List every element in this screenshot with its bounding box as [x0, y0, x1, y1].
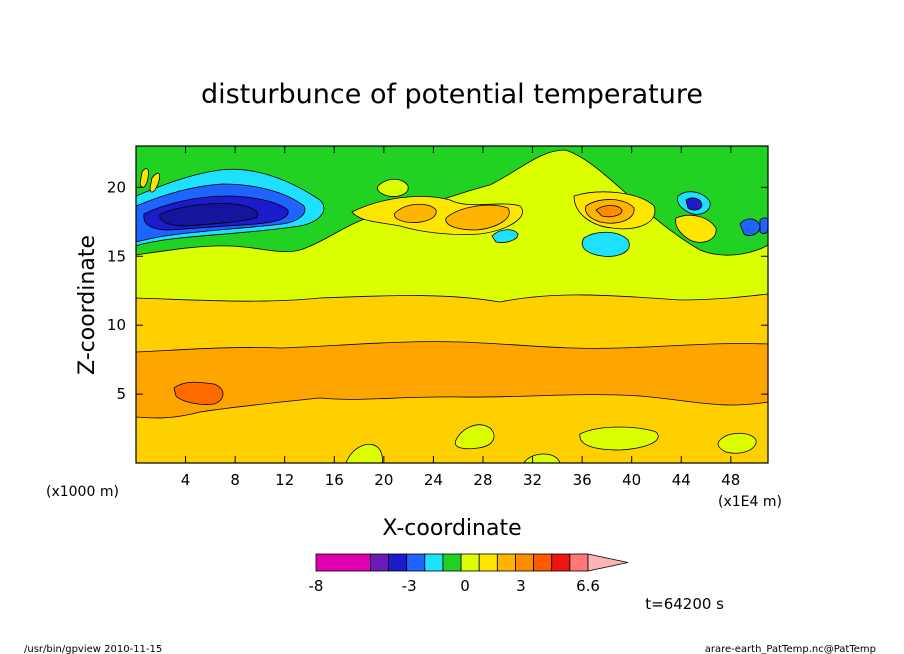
plot-area [136, 146, 768, 463]
colorbar-box [460, 553, 480, 572]
x-tick-label: 12 [275, 471, 294, 489]
colorbar-label: 3 [516, 577, 526, 595]
x-tick-label: 8 [230, 471, 240, 489]
x-tick-label: 28 [473, 471, 492, 489]
contour-streak-left-2 [149, 172, 160, 193]
contour-region-orange [136, 341, 768, 419]
contour-cell-cold-6 [759, 217, 768, 234]
x-tick-label: 32 [523, 471, 542, 489]
y-tick-label: 5 [116, 385, 126, 403]
contour-cell-warm-3 [445, 204, 510, 231]
x-tick-label: 4 [181, 471, 191, 489]
y-tick-label: 15 [107, 247, 126, 265]
x-ticks: 4 8 12 16 20 24 28 32 36 40 44 48 [181, 146, 740, 489]
contour-region-dark-orange [173, 381, 224, 405]
x-tick-label: 16 [325, 471, 344, 489]
colorbar-box [569, 553, 589, 572]
contour-cell-warm-6 [595, 205, 623, 218]
x-tick-label: 36 [573, 471, 592, 489]
contour-cell-cold-2 [491, 229, 519, 243]
y-axis-label: Z-coordinate [75, 235, 100, 375]
contour-cell-warm-7 [675, 214, 717, 243]
x-tick-label: 40 [622, 471, 641, 489]
contour-region-dark-blue [159, 203, 259, 227]
colorbar-box [551, 553, 571, 572]
y-tick-label: 10 [107, 316, 126, 334]
x-axis-label: X-coordinate [382, 516, 521, 541]
x-tick-label: 20 [374, 471, 393, 489]
contour-streak-left-1 [139, 168, 149, 188]
y-ticks: 5 10 15 20 [107, 178, 768, 403]
x-unit-label: (x1E4 m) [718, 494, 782, 510]
colorbar-label: 0 [460, 577, 470, 595]
x-tick-label: 48 [721, 471, 740, 489]
colorbar-box [496, 553, 516, 572]
plot-frame [135, 145, 769, 464]
y-tick-label: 20 [107, 178, 126, 196]
contour-cell-cold-4 [685, 197, 703, 211]
x-tick-label: 24 [424, 471, 443, 489]
colorbar-label: -3 [402, 577, 417, 595]
colorbar-box [388, 553, 408, 572]
footer-left: /usr/bin/gpview 2010-11-15 [24, 644, 162, 654]
colorbar-box [442, 553, 462, 572]
footer-right: arare-earth_PatTemp.nc@PatTemp [705, 644, 876, 654]
colorbar-box [533, 553, 553, 572]
contour-blob-bottom-1 [454, 424, 495, 450]
colorbar-box [315, 553, 371, 572]
colorbar-box [369, 553, 389, 572]
colorbar-box [515, 553, 535, 572]
colorbar: -8 -3 0 3 6.6 [309, 553, 629, 595]
colorbar-label: -8 [309, 577, 324, 595]
time-label: t=64200 s [645, 595, 724, 613]
x-tick-label: 44 [672, 471, 691, 489]
contour-cell-cold-1 [581, 231, 630, 257]
contour-blob-bottom-2 [579, 426, 659, 451]
contour-cell-warm-2 [394, 203, 437, 223]
colorbar-box [478, 553, 498, 572]
chart-title: disturbunce of potential temperature [201, 79, 703, 110]
y-unit-label: (x1000 m) [46, 484, 119, 500]
colorbar-label: 6.6 [576, 577, 600, 595]
colorbar-arrow [587, 553, 629, 572]
colorbar-box [406, 553, 426, 572]
contour-blob-yellow-upper [377, 178, 409, 197]
colorbar-box [424, 553, 444, 572]
contour-blob-bottom-3 [717, 432, 757, 454]
